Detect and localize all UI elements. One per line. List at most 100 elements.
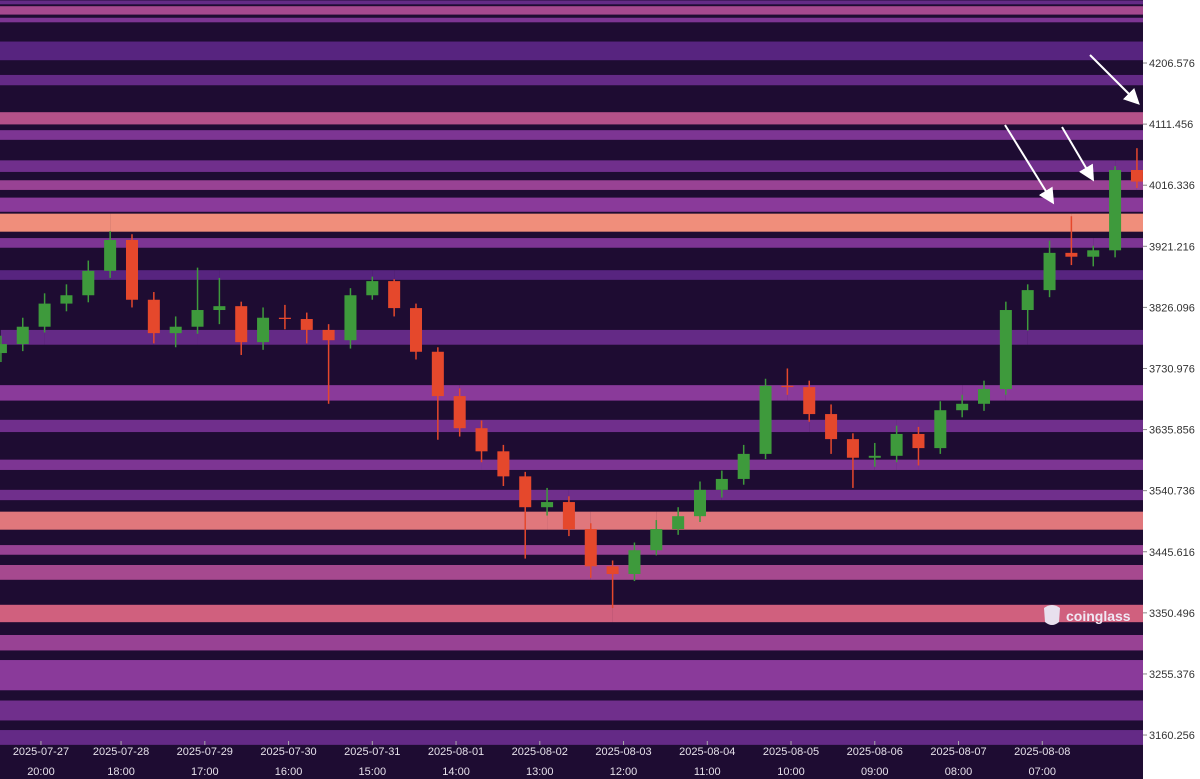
x-tick-label: 2025-07-27 20:00 (13, 746, 69, 778)
heat-band (700, 489, 722, 501)
heat-band (0, 700, 1143, 721)
candle-body (82, 270, 95, 296)
x-tick-label-line: 2025-08-07 (930, 746, 986, 758)
x-tick-label-line: 2025-07-28 (93, 746, 149, 758)
candle-body (1065, 252, 1078, 257)
candle-body (257, 317, 270, 343)
x-tick-label-line: 2025-08-01 (428, 746, 484, 758)
heat-band (110, 270, 132, 280)
candle-body (693, 489, 707, 517)
heat-band (0, 511, 526, 530)
arrow (1004, 124, 1055, 205)
heat-band (0, 6, 1143, 15)
candle-body (278, 317, 291, 320)
heat-band (263, 329, 307, 345)
heat-band (110, 213, 1072, 232)
heat-band (1071, 238, 1094, 248)
heat-band (0, 238, 111, 248)
x-tick-label-line: 2025-07-29 (177, 746, 233, 758)
heat-band (590, 511, 657, 530)
heatmap (0, 0, 1143, 745)
heat-band (459, 385, 766, 401)
x-tick-label: 2025-08-07 08:00 (930, 746, 986, 778)
candle-body (606, 566, 619, 574)
candle-body (759, 385, 772, 454)
x-tick-label-line: 11:00 (694, 766, 721, 778)
x-tick-label: 2025-07-31 15:00 (344, 746, 400, 778)
y-tick-label: 4206.576 (1149, 58, 1195, 70)
heat-band (1115, 160, 1137, 172)
candle-body (1043, 252, 1056, 291)
heat-band (44, 329, 154, 345)
x-tick-label-line: 2025-08-03 (595, 746, 651, 758)
heat-band (896, 459, 919, 470)
candle-body (803, 387, 816, 415)
heat-band (0, 41, 1143, 61)
x-tick-label-line: 2025-08-02 (512, 746, 568, 758)
heat-band (0, 459, 482, 470)
y-axis-panel (1143, 0, 1200, 779)
heat-band (0, 17, 1143, 23)
candle-body (497, 451, 510, 477)
x-tick-label-line: 13:00 (526, 766, 554, 778)
candle-body (1021, 290, 1034, 311)
y-tick-label: 4111.456 (1149, 119, 1193, 131)
candle-body (125, 240, 138, 300)
x-tick-label-line: 15:00 (359, 766, 387, 778)
arrow (1061, 126, 1095, 182)
candle-body (213, 306, 226, 311)
heat-band (394, 270, 1050, 280)
candle-body (235, 306, 248, 343)
candle-body (890, 433, 903, 456)
x-tick-label-line: 14:00 (442, 766, 470, 778)
candle-body (737, 453, 750, 479)
candle-body (977, 389, 991, 404)
heat-band (88, 270, 111, 280)
candle-body (628, 550, 641, 574)
axes: 3160.256 3255.376 3350.496 3445.616 3540.736… (13, 58, 1195, 778)
x-tick-label: 2025-07-28 18:00 (93, 746, 149, 778)
heat-band (656, 545, 1143, 555)
heat-band (1136, 160, 1143, 172)
y-tick-label: 3255.376 (1149, 669, 1195, 681)
heat-band (0, 270, 89, 280)
candle-body (16, 326, 29, 345)
y-tick-label: 3921.216 (1149, 241, 1195, 253)
heat-band (131, 270, 198, 280)
y-tick-label: 3730.976 (1149, 363, 1195, 375)
candle-body (1109, 170, 1122, 251)
heat-band (481, 459, 504, 470)
heat-band (350, 329, 416, 345)
heat-band (896, 419, 919, 433)
x-tick-label: 2025-08-05 10:00 (763, 746, 819, 778)
candle-body (825, 414, 838, 440)
arrow (1089, 54, 1140, 105)
candles (0, 148, 1143, 609)
candle-body (715, 478, 728, 490)
heat-band (197, 329, 242, 345)
heat-band (743, 459, 853, 470)
heat-band (1115, 213, 1143, 232)
heat-band (1049, 238, 1072, 248)
heat-band (1115, 180, 1137, 190)
candle-body (562, 502, 575, 530)
heat-band (1115, 238, 1143, 248)
x-tick-label-line: 09:00 (861, 766, 889, 778)
heat-band (918, 459, 1143, 470)
heat-band (0, 180, 1116, 190)
candle-body (934, 410, 947, 449)
heat-band (0, 112, 1143, 125)
x-tick-label-line: 07:00 (1028, 766, 1056, 778)
heat-band (568, 489, 701, 501)
heat-band (831, 419, 897, 433)
candle-body (781, 385, 794, 388)
watermark-text: coinglass (1066, 608, 1131, 624)
heat-band (110, 238, 132, 248)
x-tick-label: 2025-08-08 07:00 (1014, 746, 1070, 778)
watermark-icon (1044, 605, 1060, 625)
heat-band (0, 197, 1116, 212)
heat-band (415, 329, 1006, 345)
heat-band (525, 545, 591, 555)
y-tick-label: 3540.736 (1149, 486, 1195, 498)
